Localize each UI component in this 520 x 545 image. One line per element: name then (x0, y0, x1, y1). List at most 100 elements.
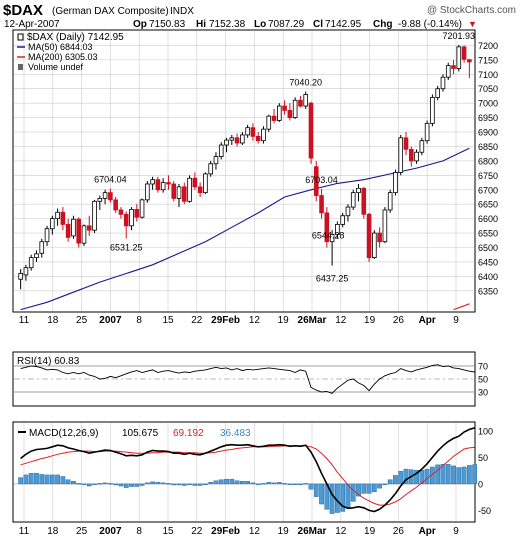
candle-body (313, 166, 319, 196)
macd-plot (14, 427, 478, 514)
x-tick-label-bottom: 9 (453, 526, 459, 537)
candle-body (319, 195, 324, 214)
x-tick-label-bottom: 26 (393, 526, 405, 537)
candle (298, 95, 303, 108)
macd-histogram-bar (461, 466, 467, 485)
candle (430, 94, 435, 127)
x-tick-label-top: 26Mar (298, 315, 327, 326)
candle (118, 207, 124, 219)
candle (335, 221, 340, 239)
macd-histogram-bar (176, 483, 182, 486)
x-tick-label-bottom: 19 (278, 526, 290, 537)
x-tick-label-bottom: 11 (19, 526, 30, 537)
candle-body (282, 105, 287, 111)
x-tick-label-top: 18 (47, 315, 59, 326)
price-y-tick-label: 6800 (478, 156, 498, 166)
candle (255, 132, 261, 144)
x-tick-label-top: 22 (191, 315, 203, 326)
candle (287, 103, 293, 121)
macd-histogram-bar (419, 469, 425, 485)
stat-cl-value: 7142.95 (325, 19, 362, 30)
candle-body (414, 151, 419, 162)
macd-histogram-bar (250, 482, 256, 485)
stat-op-value: 7150.83 (149, 19, 186, 30)
rsi-line (20, 364, 475, 394)
x-tick-label-bottom: 19 (364, 526, 376, 537)
candle (398, 134, 404, 176)
x-axis: 11 11 18 18 25 25 2007 2007 8 8 15 15 22 22 29Feb 29Feb… (19, 315, 459, 537)
macd-histogram-bar (34, 473, 39, 485)
candle-body (424, 122, 430, 142)
candle (313, 160, 319, 202)
macd-histogram-bar (208, 482, 214, 485)
ticker-symbol: $DAX (3, 2, 43, 19)
candles (18, 44, 472, 290)
candle (234, 133, 240, 147)
candle (60, 207, 66, 231)
macd-histogram-bar (245, 481, 251, 485)
macd-histogram-bar (371, 483, 377, 493)
candle-body (18, 273, 23, 280)
candle-body (350, 192, 356, 208)
candle-body (245, 127, 250, 136)
macd-histogram-bar (350, 483, 356, 502)
candle (39, 238, 45, 258)
candle-body (171, 183, 177, 199)
candle-body (250, 127, 256, 137)
legend-price: $DAX (Daily) 7142.95 (27, 32, 124, 43)
candle (218, 142, 224, 160)
macd-histogram-bar (329, 483, 335, 514)
candle (181, 182, 187, 205)
macd-histogram-bar (166, 483, 171, 485)
candle (166, 175, 171, 190)
macd-histogram-bar (28, 473, 34, 485)
candle-body (50, 218, 55, 230)
candle (240, 132, 245, 146)
candle-body (298, 99, 303, 107)
legend-hist-value: 36.483 (220, 428, 251, 439)
exchange-label: INDX (170, 6, 194, 17)
candle (92, 199, 97, 234)
macd-histogram-bar (282, 483, 287, 485)
stat-lo-label: Lo (254, 19, 266, 30)
candle (139, 198, 145, 219)
candle-body (55, 211, 60, 220)
candle-body (271, 115, 277, 121)
candle (456, 44, 462, 72)
candle (134, 204, 140, 222)
macd-histogram-bar (435, 464, 441, 485)
macd-histogram-bar (472, 464, 478, 485)
candle (408, 146, 414, 167)
candle (271, 108, 277, 124)
macd-histogram-bar (398, 471, 404, 485)
candle (28, 254, 34, 271)
macd-histogram-bar (387, 479, 393, 485)
candle-body (335, 224, 340, 235)
grid-layer (14, 31, 474, 521)
candle (145, 181, 150, 203)
macd-histogram-bar (345, 483, 351, 508)
candle (197, 182, 203, 197)
macd-histogram-bar (181, 483, 187, 486)
rsi-y-tick-label: 70 (478, 362, 488, 372)
chart-date: 12-Apr-2007 (4, 19, 60, 30)
candle (387, 189, 393, 213)
candle (123, 211, 129, 239)
x-tick-label-bottom: 26Mar (298, 526, 327, 537)
candle (71, 215, 76, 239)
price-y-tick-label: 6600 (478, 214, 498, 224)
x-tick-label-top: 8 (136, 315, 142, 326)
rsi-panel-frame (12, 351, 476, 407)
candle-body (44, 228, 50, 243)
stat-lo-value: 7087.29 (268, 19, 305, 30)
x-tick-label-bottom: 12 (335, 526, 347, 537)
candle-body (129, 208, 134, 227)
candle-body (240, 134, 245, 144)
x-tick-label-bottom: 15 (162, 526, 174, 537)
price-y-tick-label: 6900 (478, 128, 498, 138)
legend-ma50: MA(50) 6844.03 (28, 42, 93, 52)
candle (23, 264, 29, 281)
candle (303, 91, 309, 109)
candle-body (86, 225, 92, 231)
